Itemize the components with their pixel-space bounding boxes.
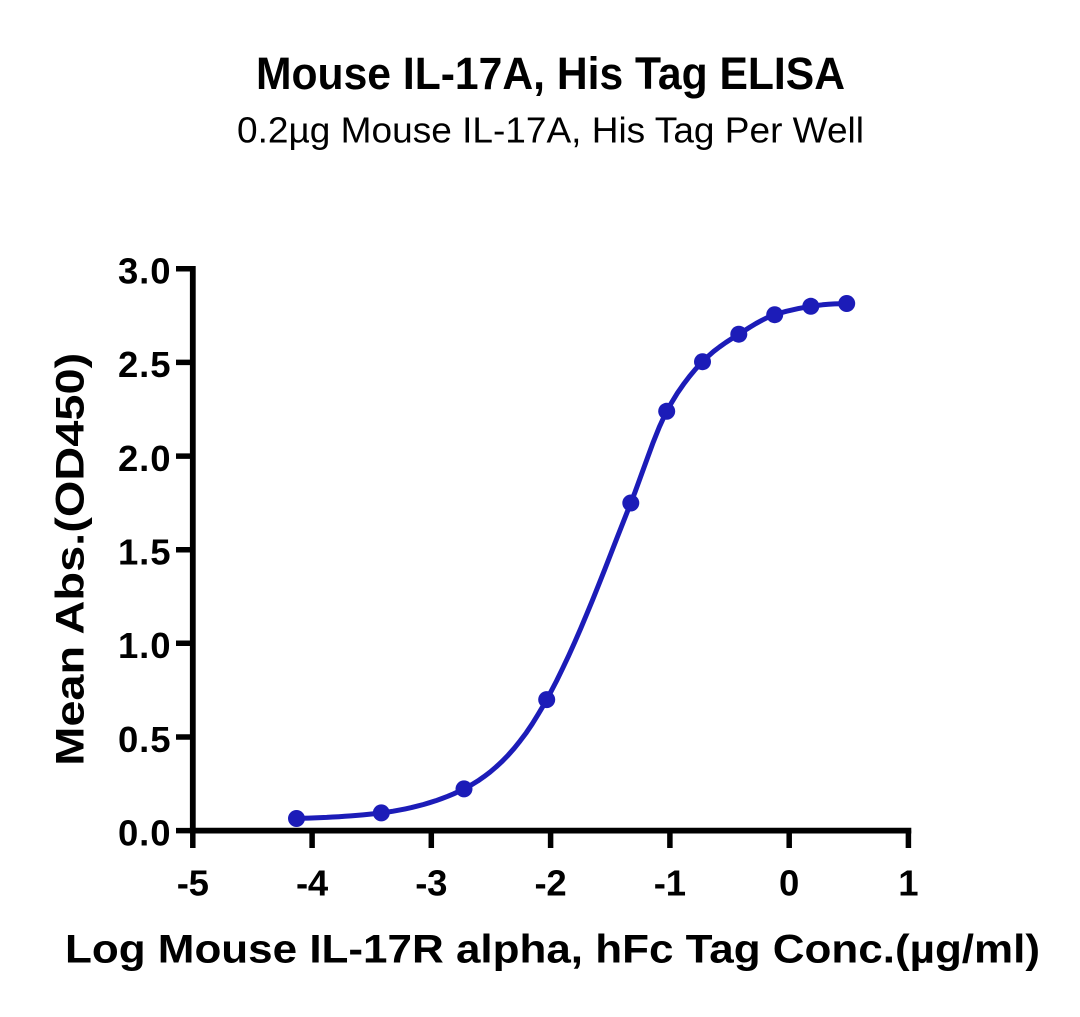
svg-text:-1: -1 [654,863,686,904]
svg-text:2.5: 2.5 [118,344,171,385]
svg-text:0.0: 0.0 [118,812,171,853]
svg-text:Log Mouse IL-17R alpha, hFc Ta: Log Mouse IL-17R alpha, hFc Tag Conc.(µg… [65,928,1040,972]
svg-text:1: 1 [898,863,918,904]
svg-text:1.5: 1.5 [118,532,171,573]
svg-text:-5: -5 [177,863,209,904]
svg-text:-4: -4 [296,863,329,904]
svg-text:0.5: 0.5 [118,719,171,760]
svg-text:0.2µg Mouse IL-17A, His Tag Pe: 0.2µg Mouse IL-17A, His Tag Per Well [237,110,864,151]
svg-text:2.0: 2.0 [118,438,171,479]
svg-text:-2: -2 [535,863,567,904]
svg-text:3.0: 3.0 [118,251,171,292]
svg-text:0: 0 [779,863,799,904]
svg-text:1.0: 1.0 [118,625,171,666]
svg-text:-3: -3 [415,863,447,904]
svg-text:Mean Abs.(OD450): Mean Abs.(OD450) [49,353,93,766]
svg-text:Mouse IL-17A, His Tag ELISA: Mouse IL-17A, His Tag ELISA [256,48,845,99]
